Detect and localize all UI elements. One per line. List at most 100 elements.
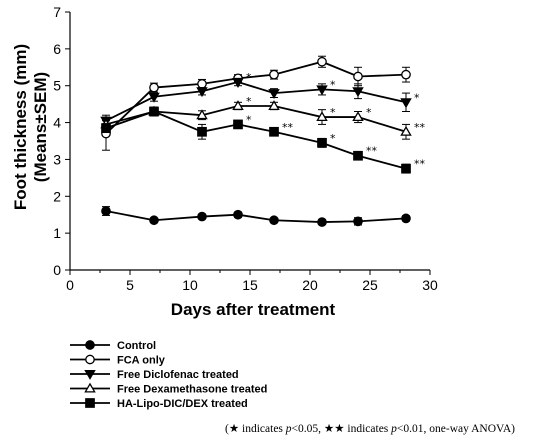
data-point <box>317 137 327 148</box>
y-tick-label: 0 <box>53 262 61 278</box>
series-line <box>105 105 407 133</box>
footnote: (★ indicates p<0.05, ★★ indicates p<0.01… <box>225 421 545 435</box>
series-free-diclofenac-treated: * * * <box>100 71 420 127</box>
legend-label: Free Dexamethasone treated <box>117 384 267 396</box>
significance-mark: * <box>330 132 336 145</box>
data-point <box>233 209 243 220</box>
significance-mark: * <box>414 91 420 104</box>
data-point <box>196 87 208 98</box>
footnote-text-2: <0.05, <box>291 423 324 435</box>
data-point <box>401 163 411 174</box>
series-ha-lipo-dic-dex-treated: ******** <box>101 106 426 174</box>
y-axis-label-line2: (Means±SEM) <box>31 72 50 182</box>
data-point <box>149 215 159 226</box>
data-point <box>317 56 327 67</box>
footnote-p1: p <box>285 423 292 435</box>
legend-marker <box>84 369 96 380</box>
x-tick-label: 20 <box>302 277 318 293</box>
y-tick-label: 4 <box>53 115 61 131</box>
x-tick-label: 30 <box>422 277 438 293</box>
legend-marker <box>85 398 95 408</box>
data-point <box>353 150 363 161</box>
data-point <box>317 217 327 227</box>
data-point <box>269 215 279 226</box>
significance-mark: ** <box>414 158 426 171</box>
legend-entry: FCA only <box>70 355 166 367</box>
legend-label: HA-Lipo-DIC/DEX treated <box>117 398 248 410</box>
series-control <box>101 206 411 227</box>
data-point <box>401 213 411 224</box>
x-axis-label: Days after treatment <box>171 300 336 319</box>
legend-marker <box>85 340 95 350</box>
data-point <box>316 111 328 122</box>
legend-label: Control <box>117 340 156 352</box>
data-point <box>268 100 280 110</box>
data-point <box>149 82 159 93</box>
data-point <box>197 211 207 222</box>
significance-mark: ** <box>414 121 426 134</box>
significance-mark: * <box>366 106 372 119</box>
data-point <box>352 111 364 122</box>
series-layer: ***** *********** <box>100 55 426 227</box>
footnote-star-single: ★ <box>228 423 240 435</box>
legend-entry: HA-Lipo-DIC/DEX treated <box>70 398 248 410</box>
footnote-text-1: indicates <box>239 423 286 435</box>
x-tick-label: 25 <box>362 277 378 293</box>
significance-mark: * <box>246 113 252 126</box>
data-point <box>232 100 244 110</box>
data-point <box>196 109 208 120</box>
data-point <box>232 78 244 88</box>
y-tick-label: 3 <box>53 151 61 167</box>
data-point <box>400 125 412 136</box>
significance-mark: * <box>246 95 252 108</box>
x-tick-label: 5 <box>126 277 134 293</box>
significance-mark: * <box>330 106 336 119</box>
legend-marker <box>84 382 96 393</box>
x-tick-label: 10 <box>182 277 198 293</box>
data-point <box>269 69 279 80</box>
data-point <box>197 126 207 137</box>
significance-mark: * <box>246 71 252 84</box>
data-point <box>269 126 279 137</box>
legend-entry: Free Diclofenac treated <box>70 369 239 381</box>
footnote-text-3: indicates <box>344 423 392 435</box>
data-point <box>400 98 412 109</box>
legend-label: FCA only <box>117 355 166 367</box>
data-point <box>401 69 411 80</box>
data-point <box>197 79 207 89</box>
data-point <box>353 216 363 227</box>
y-tick-label: 6 <box>53 41 61 57</box>
significance-mark: * <box>330 78 336 91</box>
series-fca-only <box>101 55 411 151</box>
data-point <box>149 106 159 117</box>
y-tick-label: 1 <box>53 225 61 241</box>
x-tick-label: 15 <box>242 277 258 293</box>
series-line <box>105 110 407 170</box>
y-tick-label: 2 <box>53 188 61 204</box>
footnote-star-double: ★★ <box>323 423 345 435</box>
data-point <box>353 71 363 82</box>
legend-label: Free Diclofenac treated <box>117 369 239 381</box>
footnote-text-4: <0.01, one-way ANOVA) <box>396 423 515 435</box>
y-tick-label: 7 <box>53 4 61 20</box>
data-point <box>101 123 111 133</box>
series-line <box>105 60 407 135</box>
axes: 0 5 10 15 20 25 30 0 1 2 3 4 5 6 7 <box>53 4 438 293</box>
series-line <box>105 81 407 122</box>
data-point <box>148 92 160 103</box>
data-point <box>352 87 364 98</box>
series-free-dexamethasone-treated: ** *** <box>100 95 426 140</box>
x-tick-label: 0 <box>66 277 74 293</box>
y-axis-label-line1: Foot thickness (mm) <box>11 44 30 210</box>
footnote-open: ( <box>225 423 229 435</box>
legend: Control FCA only Free Diclofenac treated Fr… <box>70 340 267 410</box>
legend-entry: Free Dexamethasone treated <box>70 382 267 396</box>
data-point <box>101 206 111 216</box>
footnote-p2: p <box>391 423 397 435</box>
significance-mark: ** <box>282 121 294 134</box>
series-line <box>105 210 407 223</box>
legend-entry: Control <box>70 340 156 352</box>
legend-marker <box>85 354 95 365</box>
significance-mark: ** <box>366 145 378 158</box>
